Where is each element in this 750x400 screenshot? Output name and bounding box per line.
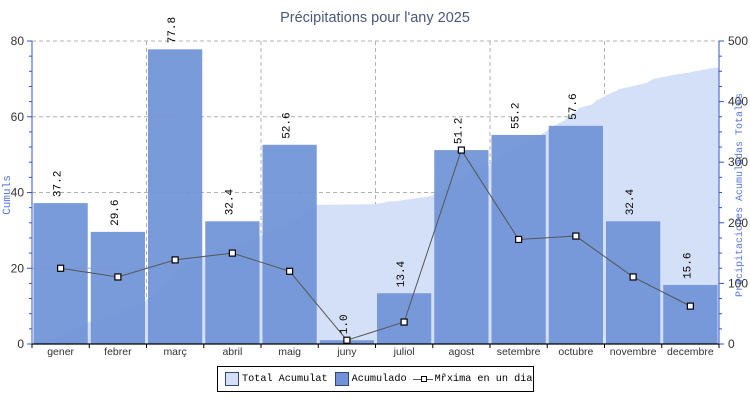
svg-text:100: 100 — [728, 276, 748, 290]
svg-text:51.2: 51.2 — [453, 118, 465, 144]
svg-text:400: 400 — [728, 95, 748, 109]
svg-text:32.4: 32.4 — [224, 188, 236, 215]
svg-text:decembre: decembre — [667, 346, 714, 358]
svg-text:300: 300 — [728, 155, 748, 169]
svg-text:60: 60 — [11, 110, 25, 124]
svg-text:29.6: 29.6 — [110, 199, 122, 225]
svg-text:55.2: 55.2 — [511, 103, 523, 129]
svg-text:Precipitaciones Acumuladas Tot: Precipitaciones Acumuladas Totales — [734, 93, 746, 297]
svg-text:40: 40 — [11, 186, 25, 200]
svg-text:agost: agost — [449, 346, 475, 358]
svg-text:gener: gener — [47, 346, 74, 358]
svg-text:0: 0 — [728, 337, 735, 351]
svg-text:maig: maig — [278, 346, 301, 358]
svg-text:500: 500 — [728, 34, 748, 48]
svg-text:juliol: juliol — [393, 346, 415, 358]
svg-text:octubre: octubre — [558, 346, 593, 358]
svg-text:52.6: 52.6 — [282, 112, 294, 138]
svg-text:0: 0 — [17, 337, 24, 351]
svg-text:57.6: 57.6 — [568, 93, 580, 119]
svg-text:15.6: 15.6 — [682, 253, 694, 279]
svg-text:juny: juny — [336, 346, 357, 358]
svg-text:80: 80 — [11, 34, 25, 48]
svg-text:32.4: 32.4 — [625, 188, 637, 215]
svg-text:abril: abril — [222, 346, 242, 358]
svg-text:febrer: febrer — [104, 346, 132, 358]
svg-text:novembre: novembre — [610, 346, 657, 358]
svg-text:1.0: 1.0 — [339, 314, 351, 334]
svg-text:77.8: 77.8 — [167, 17, 179, 43]
svg-text:13.4: 13.4 — [396, 260, 408, 287]
svg-text:200: 200 — [728, 216, 748, 230]
svg-text:37.2: 37.2 — [53, 171, 65, 197]
svg-text:20: 20 — [11, 261, 25, 275]
svg-text:març: març — [163, 346, 186, 358]
svg-text:setembre: setembre — [497, 346, 541, 358]
